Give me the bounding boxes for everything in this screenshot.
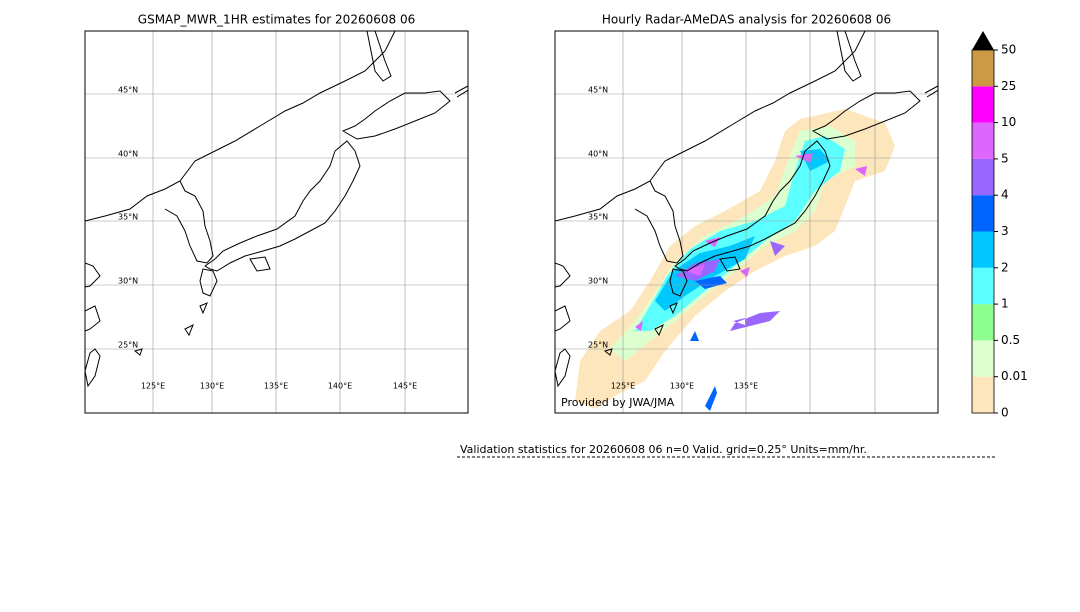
lat-label: 30°N [118,277,138,286]
map-frame: 45°N 40°N 35°N 30°N 25°N 125°E 130°E 135°E Hourl… [554,13,939,414]
panel-title: Hourly Radar-AMeDAS analysis for 2026060… [602,13,891,27]
colorbar-extend [972,31,994,50]
credit: Provided by JWA/JMA [561,396,675,409]
colorbar-segment [972,340,994,377]
lon-label: 140°E [328,382,352,391]
colorbar-label: 10 [1001,115,1016,129]
colorbar: 0 0.01 0.5 1 2 3 4 5 10 25 50 [971,31,1028,420]
colorbar-label: 4 [1001,188,1009,202]
map-border [84,30,469,414]
colorbar-label: 1 [1001,297,1009,311]
field-wrap [575,109,895,411]
lat-label: 25°N [588,341,608,350]
lat-label: 40°N [118,150,138,159]
lat-label: 40°N [588,150,608,159]
map-panel: 45°N 40°N 35°N 30°N 25°N 125°E 130°E 135°E Hourl… [554,13,939,414]
colorbar-segment [972,267,994,305]
colorbar-label: 0 [1001,406,1009,420]
precipitation-field [575,109,895,411]
colorbar-segment [972,122,994,159]
lon-label: 125°E [611,382,635,391]
map-panel: 45°N 40°N 35°N 30°N 25°N 125°E 130°E 135°E 140°E… [84,13,469,414]
colorbar-label: 3 [1001,224,1009,238]
colorbar-label: 0.5 [1001,333,1020,347]
validation-statistics: Validation statistics for 20260608 06 n=… [460,443,867,456]
lon-label: 135°E [734,382,758,391]
colorbar-label: 50 [1001,43,1016,57]
map-body: 45°N 40°N 35°N 30°N 25°N 125°E 130°E 135°E 140°E… [85,31,468,413]
lon-label: 130°E [670,382,694,391]
map-border [554,30,939,414]
colorbar-label: 0.01 [1001,369,1028,383]
map-body: 45°N 40°N 35°N 30°N 25°N 125°E 130°E 135°E [555,31,938,413]
lon-label: 135°E [264,382,288,391]
lon-label: 125°E [141,382,165,391]
lat-label: 30°N [588,277,608,286]
map-frame: 45°N 40°N 35°N 30°N 25°N 125°E 130°E 135°E 140°E… [84,13,469,414]
lat-label: 35°N [118,213,138,222]
colorbar-segment [972,304,994,341]
colorbar-segment [972,50,994,87]
colorbar-segment [972,158,994,196]
panel-title: GSMAP_MWR_1HR estimates for 20260608 06 [138,13,415,27]
colorbar-label: 25 [1001,79,1016,93]
lat-label: 45°N [118,86,138,95]
coastline [85,31,468,387]
colorbar-segment [972,86,994,123]
colorbar-segment [972,231,994,268]
lon-label: 130°E [200,382,224,391]
colorbar-label: 5 [1001,151,1009,165]
colorbar-segment [972,376,994,413]
colorbar-label: 2 [1001,260,1009,274]
colorbar-segment [972,195,994,232]
lat-label: 35°N [588,213,608,222]
lat-label: 25°N [118,341,138,350]
lat-label: 45°N [588,86,608,95]
lon-label: 145°E [393,382,417,391]
